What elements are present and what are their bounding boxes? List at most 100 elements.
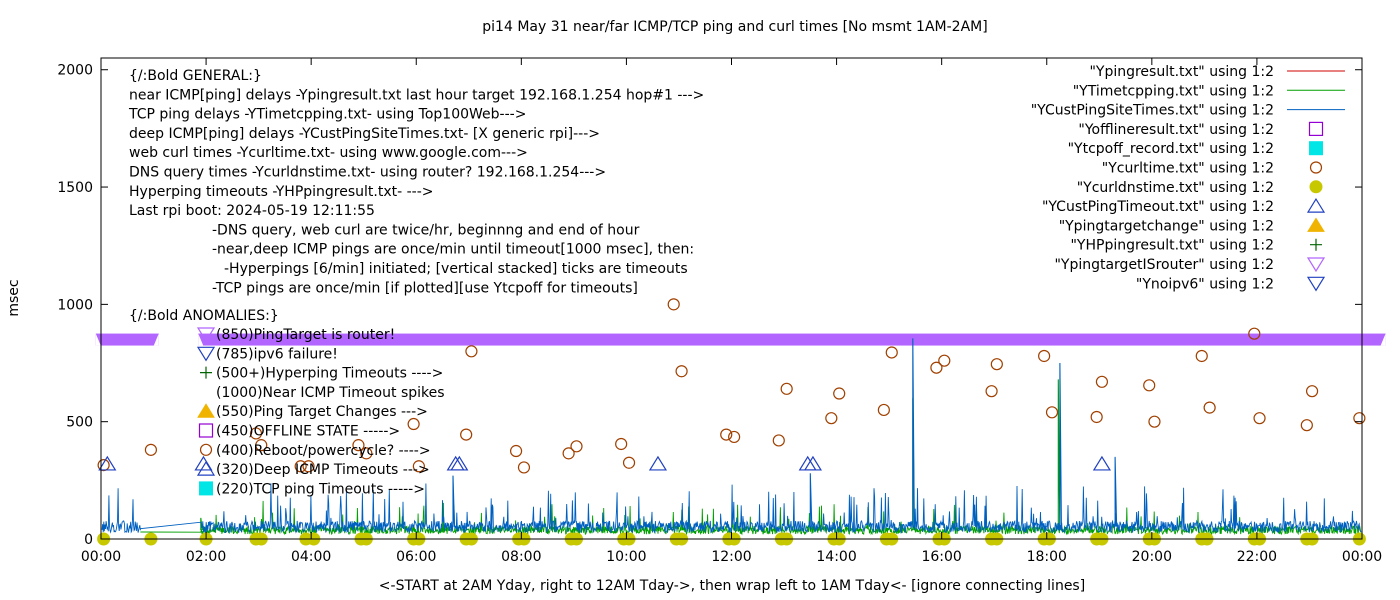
- annotation-general-line: Hyperping timeouts -YHPpingresult.txt- -…: [129, 184, 434, 200]
- legend-swatch: [1306, 197, 1326, 213]
- data-point: [255, 439, 268, 452]
- data-point: [1248, 327, 1261, 340]
- data-point: [930, 361, 943, 374]
- x-tick-label: 18:00: [1027, 549, 1067, 565]
- legend-entry: "YpingtargetISrouter" using 1:2: [1054, 257, 1274, 273]
- series-spike: [809, 473, 813, 527]
- data-point: [465, 345, 478, 358]
- x-tick-label: 00:00: [1342, 549, 1382, 565]
- y-tick-label: 1000: [57, 297, 93, 313]
- data-point: [98, 455, 117, 471]
- data-point: [1353, 412, 1366, 425]
- series-spike: [1114, 456, 1118, 527]
- band-edge: [153, 333, 159, 346]
- data-point: [412, 460, 425, 473]
- data-point: [648, 455, 668, 471]
- router-target-band: [198, 333, 1386, 346]
- anomaly-line: (550)Ping Target Changes --->: [216, 404, 428, 420]
- legend-swatch: [1310, 238, 1322, 251]
- x-tick-label: 16:00: [921, 549, 961, 565]
- x-tick-label: 12:00: [711, 549, 751, 565]
- legend-swatch: [1306, 257, 1326, 273]
- data-point: [720, 428, 733, 441]
- data-point: [450, 455, 469, 471]
- y-tick-label: 500: [66, 415, 93, 431]
- anomaly-marker: [196, 327, 216, 343]
- x-tick-label: 04:00: [291, 549, 331, 565]
- anomaly-line: (1000)Near ICMP Timeout spikes: [216, 385, 445, 401]
- annotation-general-line: Last rpi boot: 2024-05-19 12:11:55: [129, 203, 375, 219]
- data-point: [460, 428, 473, 441]
- data-point: [570, 440, 583, 453]
- data-point: [360, 447, 373, 460]
- data-point: [1092, 455, 1111, 471]
- y-tick-label: 1500: [57, 180, 93, 196]
- data-point: [667, 298, 680, 311]
- data-point: [985, 385, 998, 398]
- series-line-2: [101, 483, 1362, 535]
- legend-swatch: [1306, 276, 1326, 292]
- series-spike: [1059, 362, 1062, 527]
- anomaly-marker: [196, 346, 216, 362]
- anomaly-line: (785)ipv6 failure!: [216, 346, 338, 362]
- data-point: [1038, 349, 1051, 363]
- router-target-band: [95, 333, 159, 346]
- x-tick-label: 22:00: [1237, 549, 1277, 565]
- data-point: [517, 461, 531, 474]
- legend-swatch: [1309, 180, 1323, 194]
- anomaly-line: (400)Reboot/powercycle? ---->: [216, 443, 431, 459]
- legend-entry: "Ypingtargetchange" using 1:2: [1059, 218, 1274, 234]
- data-point: [885, 346, 898, 359]
- legend-swatch: [1308, 121, 1324, 137]
- x-tick-label: 06:00: [396, 549, 436, 565]
- anomaly-marker: [198, 423, 214, 438]
- data-point: [1300, 419, 1313, 432]
- data-point: [938, 354, 951, 367]
- axes: 00:00 02:00 04:00 06:00 08:00 10:00 12:00 14:00…: [57, 57, 1382, 565]
- band-edge: [1380, 333, 1386, 346]
- x-tick-label: 20:00: [1132, 549, 1172, 565]
- anomaly-line: (500+)Hyperping Timeouts ---->: [216, 366, 443, 382]
- data-point: [1203, 401, 1216, 414]
- data-point: [833, 387, 846, 400]
- data-point: [144, 443, 158, 456]
- annotation-general-line: near ICMP[ping] delays -Ypingresult.txt …: [129, 87, 704, 103]
- annotation-note-line: -DNS query, web curl are twice/hr, begin…: [212, 222, 640, 238]
- legend-swatch: [1307, 217, 1325, 232]
- y-tick-label: 2000: [57, 63, 93, 79]
- annotation-general-line: deep ICMP[ping] delays -YCustPingSiteTim…: [129, 126, 600, 142]
- data-point: [675, 365, 688, 378]
- data-point: [1195, 349, 1208, 363]
- series-spike: [912, 338, 915, 527]
- anomaly-line: (450)OFFLINE STATE ----->: [216, 424, 400, 440]
- legend: "Ypingresult.txt" using 1:2 "YTimetcpping…: [1031, 64, 1345, 292]
- x-tick-label: 00:00: [81, 549, 121, 565]
- legend-entry: "Ytcpoff_record.txt" using 1:2: [1068, 141, 1274, 157]
- legend-entry: "Ycurltime.txt" using 1:2: [1102, 161, 1274, 177]
- series-spike: [452, 475, 456, 527]
- data-point: [615, 437, 628, 451]
- band-edge: [95, 333, 101, 346]
- data-point: [407, 417, 420, 431]
- y-tick-label: 0: [84, 532, 93, 548]
- legend-entry: "YTimetcpping.txt" using 1:2: [1073, 83, 1274, 99]
- anomaly-marker: [200, 366, 212, 379]
- x-tick-label: 10:00: [606, 549, 646, 565]
- series-spike: [1057, 379, 1061, 531]
- annotation-note-line: -TCP pings are once/min [if plotted][use…: [212, 280, 638, 296]
- data-point: [780, 382, 793, 395]
- data-point: [728, 430, 741, 444]
- legend-entry: "YCustPingTimeout.txt" using 1:2: [1042, 199, 1274, 215]
- anomaly-marker: [199, 481, 213, 496]
- annotation-note-line: -near,deep ICMP pings are once/min until…: [212, 242, 694, 258]
- legend-entry: "YHPpingresult.txt" using 1:2: [1070, 238, 1274, 254]
- anomaly-line: (850)PingTarget is router!: [216, 327, 395, 343]
- data-point: [825, 412, 838, 425]
- x-tick-label: 02:00: [186, 549, 226, 565]
- data-point: [1095, 375, 1109, 388]
- data-point: [352, 439, 365, 452]
- anomaly-line: (320)Deep ICMP Timeouts --->: [216, 462, 430, 478]
- legend-swatch: [1309, 141, 1323, 156]
- data-point: [249, 427, 263, 440]
